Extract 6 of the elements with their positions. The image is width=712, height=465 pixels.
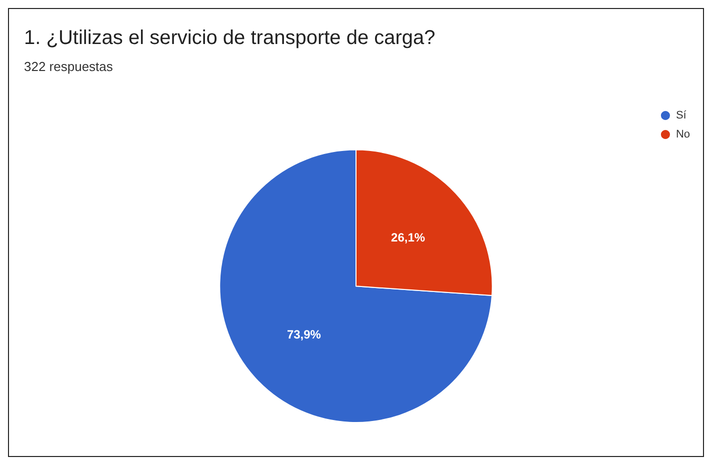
data-label: 73,9% xyxy=(286,328,322,342)
text: 322 respuestas xyxy=(24,59,114,74)
data-label: 26,1% xyxy=(391,230,426,245)
legend-label: Sí xyxy=(676,110,688,122)
legend-label: No xyxy=(676,128,690,140)
chart-title: 1. ¿Utilizas el servicio de transporte de carga? xyxy=(24,27,436,49)
